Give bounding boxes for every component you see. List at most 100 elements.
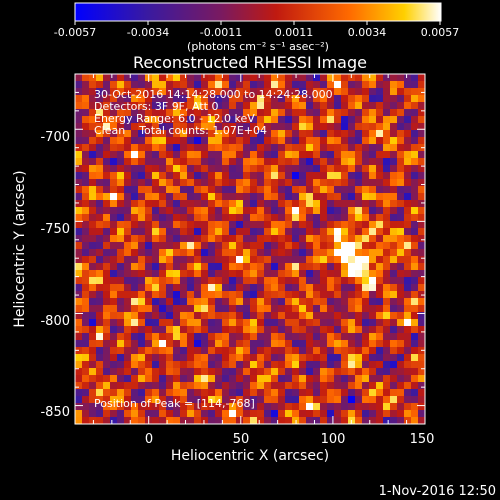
heatmap-cell	[145, 109, 153, 117]
heatmap-cell	[103, 277, 111, 285]
heatmap-cell	[250, 95, 258, 103]
heatmap-cell	[236, 305, 244, 313]
heatmap-cell	[173, 221, 181, 229]
heatmap-cell	[187, 403, 195, 411]
heatmap-cell	[313, 305, 321, 313]
heatmap-cell	[334, 228, 342, 236]
heatmap-cell	[418, 340, 426, 348]
heatmap-cell	[341, 172, 349, 180]
heatmap-cell	[159, 340, 167, 348]
heatmap-cell	[341, 88, 349, 96]
heatmap-cell	[208, 81, 216, 89]
heatmap-cell	[110, 242, 118, 250]
heatmap-cell	[397, 102, 405, 110]
heatmap-cell	[292, 200, 300, 208]
heatmap-cell	[96, 354, 104, 362]
heatmap-cell	[334, 74, 342, 82]
heatmap-cell	[341, 354, 349, 362]
heatmap-cell	[222, 151, 230, 159]
heatmap-cell	[131, 193, 139, 201]
heatmap-cell	[369, 88, 377, 96]
heatmap-cell	[292, 375, 300, 383]
heatmap-cell	[299, 403, 307, 411]
heatmap-cell	[229, 81, 237, 89]
heatmap-cell	[222, 256, 230, 264]
heatmap-cell	[208, 158, 216, 166]
heatmap-cell	[362, 396, 370, 404]
heatmap-cell	[418, 312, 426, 320]
heatmap-cell	[271, 81, 279, 89]
heatmap-cell	[299, 88, 307, 96]
heatmap-cell	[138, 354, 146, 362]
heatmap-cell	[138, 382, 146, 390]
heatmap-cell	[250, 256, 258, 264]
heatmap-cell	[369, 158, 377, 166]
heatmap-cell	[341, 284, 349, 292]
heatmap-cell	[285, 270, 293, 278]
heatmap-cell	[299, 361, 307, 369]
heatmap-cell	[96, 375, 104, 383]
heatmap-cell	[131, 249, 139, 257]
heatmap-cell	[404, 179, 412, 187]
heatmap-cell	[138, 242, 146, 250]
heatmap-cell	[131, 186, 139, 194]
heatmap-cell	[194, 116, 202, 124]
heatmap-cell	[187, 389, 195, 397]
heatmap-cell	[138, 396, 146, 404]
heatmap-cell	[89, 298, 97, 306]
heatmap-cell	[243, 109, 251, 117]
heatmap-cell	[75, 200, 83, 208]
heatmap-cell	[362, 214, 370, 222]
heatmap-cell	[313, 158, 321, 166]
heatmap-cell	[383, 88, 391, 96]
heatmap-cell	[96, 151, 104, 159]
heatmap-cell	[278, 368, 286, 376]
heatmap-cell	[96, 207, 104, 215]
heatmap-cell	[96, 312, 104, 320]
heatmap-cell	[145, 375, 153, 383]
heatmap-cell	[411, 382, 419, 390]
heatmap-cell	[271, 312, 279, 320]
heatmap-cell	[222, 361, 230, 369]
heatmap-cell	[89, 333, 97, 341]
heatmap-cell	[215, 186, 223, 194]
heatmap-cell	[313, 396, 321, 404]
heatmap-cell	[222, 214, 230, 222]
heatmap-cell	[271, 193, 279, 201]
heatmap-cell	[180, 256, 188, 264]
heatmap-cell	[229, 382, 237, 390]
heatmap-cell	[201, 410, 209, 418]
heatmap-cell	[180, 95, 188, 103]
heatmap-cell	[320, 340, 328, 348]
heatmap-cell	[194, 277, 202, 285]
heatmap-cell	[341, 137, 349, 145]
heatmap-cell	[404, 193, 412, 201]
heatmap-cell	[222, 312, 230, 320]
heatmap-cell	[236, 375, 244, 383]
heatmap-cell	[152, 144, 160, 152]
colorbar-tick-label: 0.0034	[348, 26, 387, 39]
heatmap-cell	[348, 340, 356, 348]
heatmap-cell	[320, 207, 328, 215]
heatmap-cell	[404, 263, 412, 271]
heatmap-cell	[383, 165, 391, 173]
heatmap-cell	[243, 382, 251, 390]
heatmap-cell	[264, 137, 272, 145]
heatmap-cell	[194, 256, 202, 264]
heatmap-cell	[75, 151, 83, 159]
heatmap-cell	[229, 109, 237, 117]
heatmap-cell	[103, 368, 111, 376]
heatmap-cell	[250, 116, 258, 124]
heatmap-cell	[383, 347, 391, 355]
heatmap-cell	[145, 403, 153, 411]
heatmap-cell	[243, 200, 251, 208]
heatmap-cell	[376, 256, 384, 264]
heatmap-cell	[404, 228, 412, 236]
heatmap-cell	[264, 417, 272, 425]
heatmap-cell	[257, 361, 265, 369]
heatmap-cell	[355, 277, 363, 285]
heatmap-cell	[208, 228, 216, 236]
heatmap-cell	[187, 109, 195, 117]
heatmap-cell	[299, 186, 307, 194]
heatmap-cell	[103, 347, 111, 355]
